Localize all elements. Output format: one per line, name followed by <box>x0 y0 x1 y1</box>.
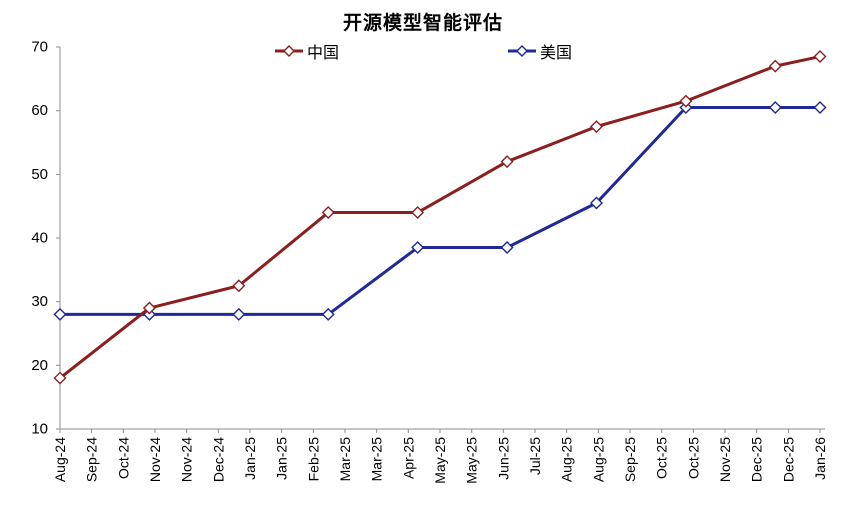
x-tick-label: Dec-25 <box>749 437 765 482</box>
china-data-point-6 <box>589 120 603 134</box>
legend-label-china: 中国 <box>306 45 339 62</box>
y-tick-label: 10 <box>31 421 48 438</box>
us-data-point-5 <box>500 241 514 255</box>
x-tick-label: May-25 <box>464 437 480 484</box>
us-data-point-3 <box>321 307 335 321</box>
chart-title: 开源模型智能评估 <box>342 13 503 34</box>
legend-item-china: 中国 <box>274 39 339 63</box>
x-tick-label: Dec-24 <box>210 437 226 482</box>
x-tick-label: Nov-25 <box>717 437 733 482</box>
x-tick-label: Feb-25 <box>305 437 321 482</box>
x-tick-label: Aug-25 <box>559 437 575 482</box>
china-data-point-0 <box>53 371 67 385</box>
china-data-point-1 <box>142 301 156 315</box>
china-series-line <box>58 55 822 380</box>
china-data-point-4 <box>411 206 425 220</box>
y-tick-label: 70 <box>31 39 48 56</box>
x-tick-label: Jun-25 <box>495 437 511 480</box>
x-tick-label: Oct-25 <box>685 437 701 479</box>
x-tick-label: Nov-24 <box>179 437 195 482</box>
x-tick-label: Sep-25 <box>622 437 638 482</box>
x-tick-label: Oct-25 <box>654 437 670 479</box>
x-tick-label: May-25 <box>432 437 448 484</box>
x-tick-label: Mar-25 <box>337 437 353 482</box>
y-tick-label: 60 <box>31 102 48 119</box>
china-data-point-3 <box>321 206 335 220</box>
us-data-point-4 <box>411 241 425 255</box>
us-series-swatch-icon <box>508 45 536 57</box>
china-data-point-9 <box>813 50 827 64</box>
x-tick-label: Apr-25 <box>400 437 416 479</box>
y-tick-label: 40 <box>31 230 48 247</box>
china-data-point-5 <box>500 155 514 169</box>
us-data-point-6 <box>589 196 603 210</box>
x-tick-label: Mar-25 <box>369 437 385 482</box>
us-series-line <box>58 105 822 316</box>
y-tick-label: 20 <box>31 357 48 374</box>
china-data-point-7 <box>679 94 693 108</box>
china-data-point-8 <box>768 59 782 73</box>
x-tick-label: Nov-24 <box>147 437 163 482</box>
legend-item-us: 美国 <box>507 39 572 63</box>
us-data-point-9 <box>813 100 827 114</box>
x-tick-label: Jan-25 <box>274 437 290 480</box>
x-tick-label: Aug-25 <box>590 437 606 482</box>
x-tick-label: Jan-25 <box>242 437 258 480</box>
x-tick-label: Sep-24 <box>84 437 100 482</box>
x-tick-label: Aug-24 <box>52 437 68 482</box>
us-data-point-0 <box>53 307 67 321</box>
x-tick-label: Jan-26 <box>812 437 828 480</box>
x-tick-label: Jul-25 <box>527 437 543 475</box>
china-series-swatch-icon <box>274 45 303 57</box>
x-tick-label: Oct-24 <box>115 437 131 479</box>
y-tick-label: 30 <box>31 293 48 310</box>
x-tick-label: Dec-25 <box>780 437 796 482</box>
legend-label-us: 美国 <box>540 45 573 62</box>
y-tick-label: 50 <box>31 166 48 183</box>
legend: 中国 美国 <box>0 39 846 63</box>
us-data-point-8 <box>768 100 782 114</box>
us-data-point-2 <box>232 307 246 321</box>
china-data-point-2 <box>232 279 246 293</box>
